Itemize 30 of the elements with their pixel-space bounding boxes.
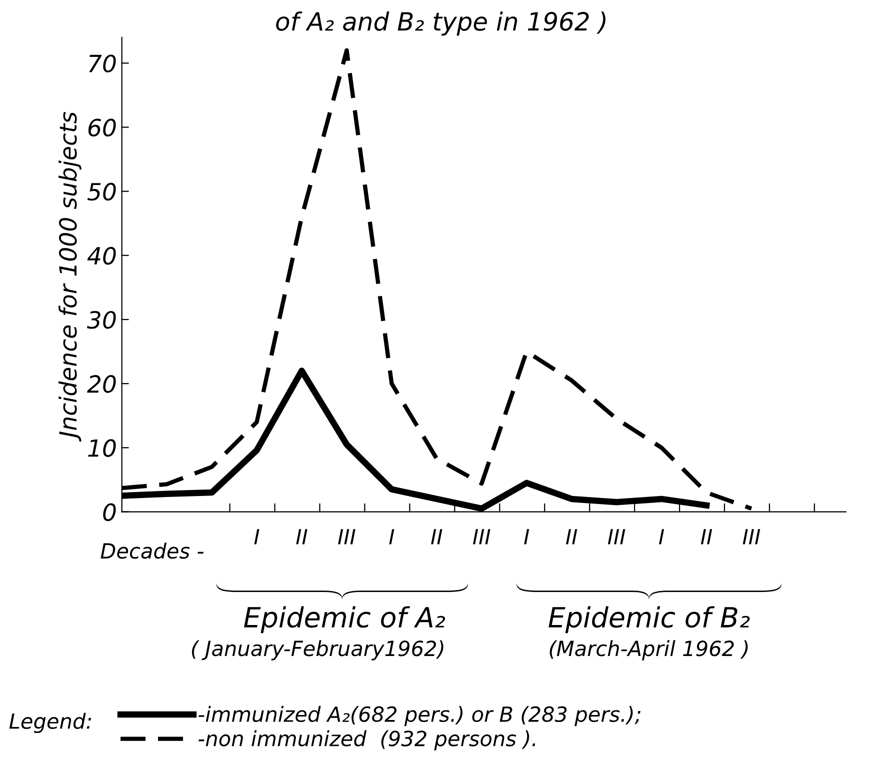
text: (March-April 1962 ) <box>550 640 748 660</box>
y-tick-label: 10 <box>88 439 116 457</box>
x-tick-label: III <box>608 529 626 544</box>
x-tick-label: III <box>338 529 356 544</box>
y-tick-label: 30 <box>86 310 116 329</box>
x-tick-label: III <box>472 529 490 544</box>
y-tick-label: 50 <box>87 182 116 201</box>
legend-label: -non immunized (932 persons ). <box>198 730 536 750</box>
x-tick-label: II <box>296 529 308 544</box>
text: Epidemic of A₂ <box>244 606 446 634</box>
y-tick-label: 40 <box>87 246 116 265</box>
x-axis-title: Decades - <box>100 542 204 559</box>
x-tick-label: I <box>254 529 260 544</box>
legend-title: Legend: <box>9 712 92 734</box>
x-tick-label: II <box>431 529 442 544</box>
y-tick-label: 70 <box>89 54 116 72</box>
x-tick-label: I <box>659 529 664 544</box>
y-tick-label: 0 <box>103 503 116 522</box>
x-tick-label: I <box>389 529 394 544</box>
text: Epidemic of B₂ <box>548 606 750 634</box>
y-tick-label: 60 <box>88 118 116 137</box>
legend-label: -immunized A₂(682 pers.) or B (283 pers.); <box>198 706 640 726</box>
x-tick-label: III <box>742 529 760 544</box>
text: ( January-February1962) <box>192 640 444 660</box>
x-tick-label: II <box>566 529 578 544</box>
y-axis-title: Jncidence for 1000 subjects <box>58 112 82 442</box>
y-tick-label: 20 <box>87 375 116 393</box>
x-tick-label: I <box>524 529 530 544</box>
x-tick-label: II <box>700 529 712 544</box>
chart-title: of A₂ and B₂ type in 1962 ) <box>276 11 606 36</box>
